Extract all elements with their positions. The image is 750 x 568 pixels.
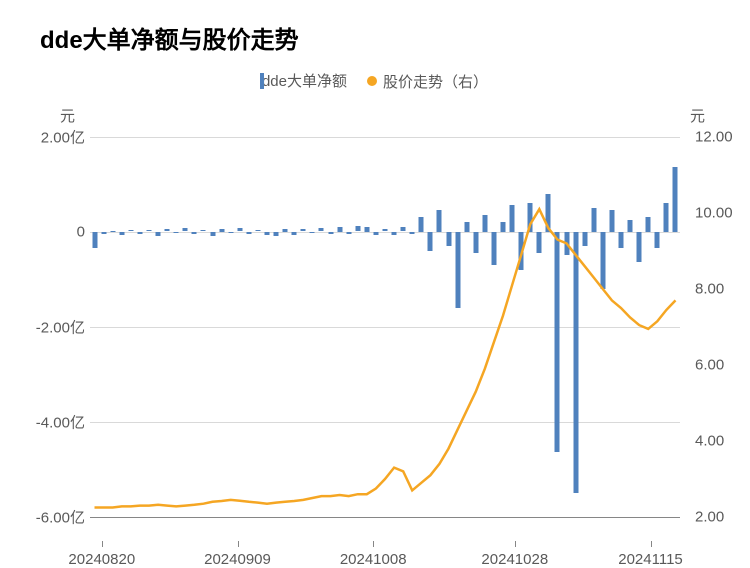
plot-area: -6.00亿-4.00亿-2.00亿02.00亿 2.004.006.008.0… xyxy=(90,137,680,517)
price-line xyxy=(95,209,676,507)
x-tick-mark xyxy=(238,541,239,547)
y-left-tick: 2.00亿 xyxy=(0,126,85,147)
x-tick-label: 20241115 xyxy=(618,551,683,568)
legend-item: dde大单净额 xyxy=(262,70,347,91)
x-tick-label: 20241028 xyxy=(481,551,548,568)
y-axis-right: 2.004.006.008.0010.0012.00 xyxy=(685,137,750,517)
chart-title: dde大单净额与股价走势 xyxy=(0,20,750,55)
right-axis-unit: 元 xyxy=(690,105,705,126)
y-left-tick: -4.00亿 xyxy=(0,411,85,432)
x-tick-label: 20240909 xyxy=(204,551,271,568)
x-tick-mark xyxy=(651,541,652,547)
chart-container: dde大单净额与股价走势 dde大单净额股价走势（右） 元 元 -6.00亿-4… xyxy=(0,0,750,558)
y-right-tick: 12.00 xyxy=(685,128,750,145)
y-right-tick: 8.00 xyxy=(685,280,750,297)
legend-label: dde大单净额 xyxy=(262,70,347,91)
legend: dde大单净额 股价走势（右） xyxy=(0,70,750,92)
y-right-tick: 10.00 xyxy=(685,204,750,221)
legend-label: 股价走势（右） xyxy=(383,71,488,92)
x-tick-mark xyxy=(373,541,374,547)
y-left-tick: -6.00亿 xyxy=(0,506,85,527)
legend-item: 股价走势（右） xyxy=(367,71,488,92)
line-layer xyxy=(90,137,680,517)
y-axis-left: -6.00亿-4.00亿-2.00亿02.00亿 xyxy=(0,137,85,517)
legend-dot-icon xyxy=(367,76,377,86)
y-left-tick: 0 xyxy=(0,223,85,240)
y-left-tick: -2.00亿 xyxy=(0,316,85,337)
x-tick-label: 20240820 xyxy=(68,551,135,568)
y-right-tick: 4.00 xyxy=(685,432,750,449)
y-right-tick: 6.00 xyxy=(685,356,750,373)
y-right-tick: 2.00 xyxy=(685,508,750,525)
left-axis-unit: 元 xyxy=(60,105,75,126)
price-line-svg xyxy=(90,137,680,517)
x-tick-mark xyxy=(102,541,103,547)
x-tick-mark xyxy=(515,541,516,547)
x-tick-label: 20241008 xyxy=(340,551,407,568)
legend-bar-icon xyxy=(260,73,264,89)
